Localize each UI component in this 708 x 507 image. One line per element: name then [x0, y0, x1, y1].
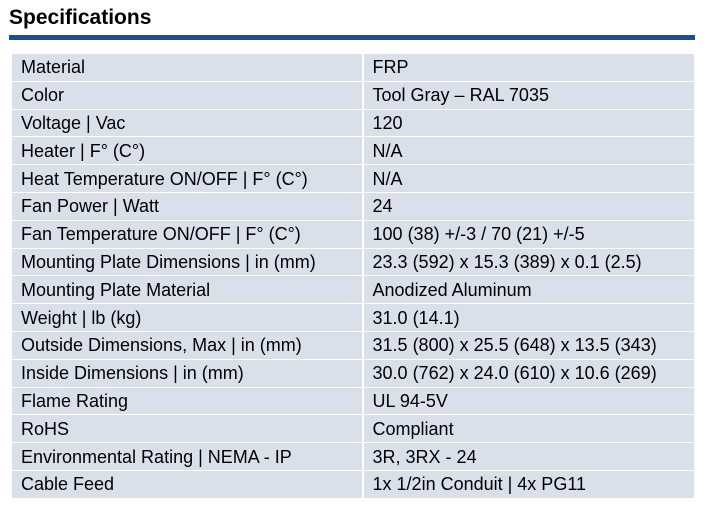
spec-label: RoHS — [12, 415, 364, 444]
spec-value: Tool Gray – RAL 7035 — [363, 81, 694, 110]
spec-value: Anodized Aluminum — [363, 276, 694, 305]
spec-label: Weight | lb (kg) — [12, 304, 364, 332]
spec-row: Material FRP — [12, 54, 694, 82]
spec-row: Flame Rating UL 94-5V — [12, 387, 694, 416]
spec-row: Color Tool Gray – RAL 7035 — [12, 81, 694, 110]
spec-row: Heat Temperature ON/OFF | F° (C°) N/A — [12, 165, 694, 193]
spec-label: Outside Dimensions, Max | in (mm) — [12, 331, 364, 360]
spec-value: 24 — [363, 192, 694, 221]
spec-row: Cable Feed 1x 1/2in Conduit | 4x PG11 — [12, 470, 694, 499]
spec-value: N/A — [363, 137, 694, 166]
spec-value: 23.3 (592) x 15.3 (389) x 0.1 (2.5) — [363, 248, 694, 277]
spec-row: Voltage | Vac 120 — [12, 109, 694, 138]
spec-label: Heat Temperature ON/OFF | F° (C°) — [12, 165, 364, 193]
spec-label: Fan Temperature ON/OFF | F° (C°) — [12, 220, 364, 249]
spec-value: UL 94-5V — [363, 387, 694, 416]
spec-row: Heater | F° (C°) N/A — [12, 137, 694, 166]
title-divider — [9, 35, 695, 40]
spec-label: Inside Dimensions | in (mm) — [12, 359, 364, 388]
spec-label: Voltage | Vac — [12, 109, 364, 138]
spec-label: Material — [12, 54, 364, 82]
spec-value: 100 (38) +/-3 / 70 (21) +/-5 — [363, 220, 694, 249]
spec-row: RoHS Compliant — [12, 415, 694, 444]
spec-value: FRP — [363, 54, 694, 82]
spec-value: 3R, 3RX - 24 — [363, 443, 694, 471]
spec-row: Mounting Plate Material Anodized Aluminum — [12, 276, 694, 305]
spec-label: Environmental Rating | NEMA - IP — [12, 443, 364, 471]
spec-row: Mounting Plate Dimensions | in (mm) 23.3 … — [12, 248, 694, 277]
spec-label: Mounting Plate Material — [12, 276, 364, 305]
spec-value: 31.5 (800) x 25.5 (648) x 13.5 (343) — [363, 331, 694, 360]
spec-row: Weight | lb (kg) 31.0 (14.1) — [12, 304, 694, 332]
spec-label: Cable Feed — [12, 470, 364, 499]
specifications-table-body: Material FRP Color Tool Gray – RAL 7035 Volt… — [12, 54, 694, 499]
spec-row: Fan Power | Watt 24 — [12, 192, 694, 221]
spec-label: Heater | F° (C°) — [12, 137, 364, 166]
spec-label: Fan Power | Watt — [12, 192, 364, 221]
spec-label: Flame Rating — [12, 387, 364, 416]
spec-value: Compliant — [363, 415, 694, 444]
spec-row: Outside Dimensions, Max | in (mm) 31.5 (8… — [12, 331, 694, 360]
spec-value: 31.0 (14.1) — [363, 304, 694, 332]
spec-row: Inside Dimensions | in (mm) 30.0 (762) x … — [12, 359, 694, 388]
spec-value: N/A — [363, 165, 694, 193]
specifications-table: Material FRP Color Tool Gray – RAL 7035 Volt… — [12, 54, 694, 499]
spec-label: Color — [12, 81, 364, 110]
page-title: Specifications — [9, 6, 152, 29]
spec-label: Mounting Plate Dimensions | in (mm) — [12, 248, 364, 277]
spec-value: 30.0 (762) x 24.0 (610) x 10.6 (269) — [363, 359, 694, 388]
spec-row: Environmental Rating | NEMA - IP 3R, 3RX … — [12, 443, 694, 471]
spec-value: 1x 1/2in Conduit | 4x PG11 — [363, 470, 694, 499]
spec-row: Fan Temperature ON/OFF | F° (C°) 100 (38)… — [12, 220, 694, 249]
spec-value: 120 — [363, 109, 694, 138]
